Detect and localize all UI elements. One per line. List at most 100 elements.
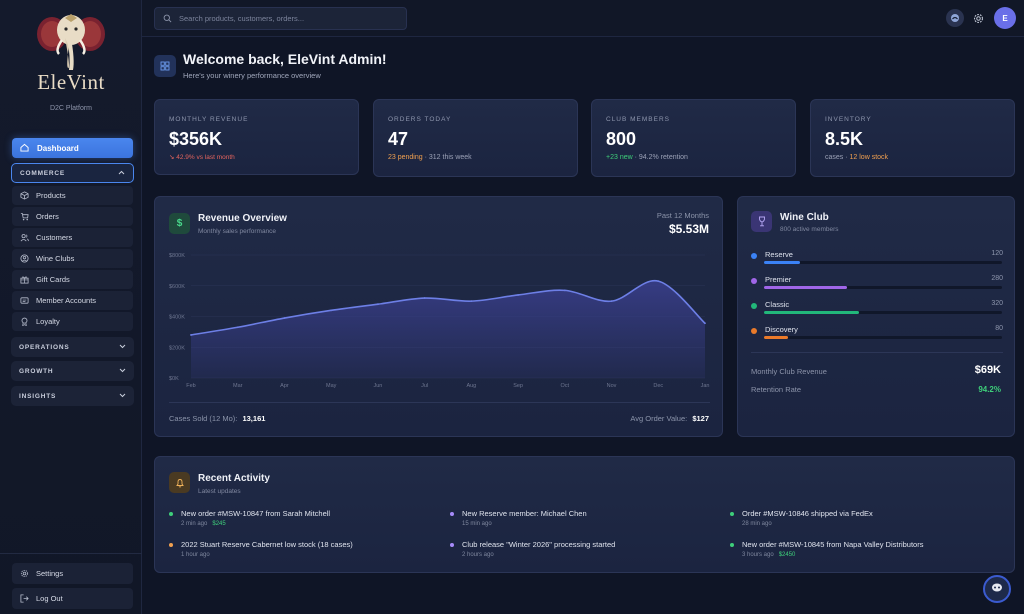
chevron-down-icon [119,368,126,375]
club-revenue-label: Monthly Club Revenue [751,367,827,376]
tier-progress-fill [764,286,848,289]
y-tick-label: $200K [169,345,185,351]
user-avatar[interactable]: E [994,7,1016,29]
stat-card-inventory: INVENTORY 8.5K cases · 12 low stock [810,99,1015,177]
sidebar-item-wine-clubs[interactable]: Wine Clubs [12,249,133,268]
revenue-overview-card: $ Revenue Overview Monthly sales perform… [154,196,723,437]
section-insights[interactable]: INSIGHTS [11,386,134,406]
tier-count: 320 [991,300,1003,307]
x-tick-label: Dec [653,383,663,389]
activity-meta: 2 min ago $245 [181,521,226,527]
activity-text: 2022 Stuart Reserve Cabernet low stock (… [181,540,353,549]
data-point[interactable] [283,317,286,319]
activity-dot [169,512,173,516]
sidebar-item-settings[interactable]: Settings [12,563,133,584]
retention-value: 94.2% [978,385,1001,394]
y-tick-label: $800K [169,253,185,259]
revenue-subtitle: Monthly sales performance [198,228,277,235]
brand-subtitle: D2C Platform [49,105,92,112]
sidebar-item-member-accounts[interactable]: Member Accounts [12,291,133,310]
section-operations[interactable]: OPERATIONS [11,337,134,357]
chevron-down-icon [119,344,126,351]
activity-meta: 15 min ago [462,521,497,527]
stat-card-orders: ORDERS TODAY 47 23 pending · 312 this we… [373,99,578,177]
tier-name: Classic [765,300,790,309]
x-tick-label: Aug [466,383,476,389]
sidebar-item-customers[interactable]: Customers [12,228,133,247]
tier-name: Discovery [765,325,798,334]
x-tick-label: Sep [513,383,523,389]
nav-dashboard-label: Dashboard [37,143,79,153]
data-point[interactable] [236,326,239,329]
chevron-down-icon [119,393,126,400]
bell-icon [169,472,190,493]
stat-sub: ↘ 42.9% vs last month [169,153,235,161]
revenue-total: $5.53M [668,222,709,236]
x-tick-label: Feb [186,383,195,389]
search-input[interactable] [179,14,399,23]
section-commerce[interactable]: COMMERCE [11,163,134,183]
sidebar-item-orders[interactable]: Orders [12,207,133,226]
tier-row: Classic 320 [751,300,1003,322]
tier-progress-track [764,286,1002,289]
data-point[interactable] [190,334,192,336]
stat-sub: +23 new · 94.2% retention [606,154,688,161]
activity-text: New Reserve member: Michael Chen [462,509,587,518]
data-point[interactable] [330,309,333,312]
nav-dashboard[interactable]: Dashboard [12,138,133,158]
data-point[interactable] [470,300,473,303]
club-revenue-value: $69K [974,364,1001,376]
logout-icon [19,594,29,604]
box-icon [19,191,29,201]
chat-assistant-button[interactable] [983,575,1011,603]
id-card-icon [19,296,29,306]
data-point[interactable] [377,303,379,306]
data-point[interactable] [657,280,660,283]
notification-icon[interactable] [946,9,964,27]
aov-value: $127 [692,414,709,423]
data-point[interactable] [423,297,426,299]
activity-time: 2 hours ago [462,552,494,558]
tier-row: Discovery 80 [751,325,1003,347]
data-point[interactable] [610,300,613,303]
dashboard-grid-icon [154,55,176,77]
period-label: Past 12 Months [656,211,709,220]
x-tick-label: Jun [373,383,382,389]
y-tick-label: $0K [169,376,179,382]
stat-value: $356K [169,129,223,149]
section-growth[interactable]: GROWTH [11,361,134,381]
x-tick-label: Oct [561,383,570,389]
club-divider [751,352,1003,353]
y-tick-label: $400K [169,315,185,321]
activity-meta: 28 min ago [742,521,777,527]
cart-icon [19,212,29,222]
weekly-count: · 312 this week [422,154,472,161]
data-point[interactable] [563,289,566,292]
search-icon [163,10,172,28]
sidebar-item-logout[interactable]: Log Out [12,588,133,609]
retention-label: Retention Rate [751,385,802,394]
tier-progress-track [764,311,1002,314]
tier-row: Reserve 120 [751,250,1003,272]
gear-icon [19,569,29,579]
activity-text: Order #MSW-10846 shipped via FedEx [742,509,873,518]
gear-icon[interactable] [969,9,987,27]
tier-row: Premier 280 [751,275,1003,297]
stat-value: 47 [388,129,409,149]
sidebar-item-label: Log Out [36,594,63,603]
data-point[interactable] [517,294,519,296]
activity-subtitle: Latest updates [198,488,241,495]
stat-label: ORDERS TODAY [388,116,452,123]
activity-amount: $2450 [778,552,796,558]
data-point[interactable] [704,322,706,325]
activity-title: Recent Activity [198,473,270,484]
activity-meta: 3 hours ago $2450 [742,552,795,558]
cases-sold: Cases Sold (12 Mo): 13,161 [169,414,265,423]
sidebar-item-gift-cards[interactable]: Gift Cards [12,270,133,289]
sidebar-item-label: Loyalty [36,317,60,326]
sidebar-item-products[interactable]: Products [12,186,133,205]
tier-dot [751,303,757,309]
sidebar-item-loyalty[interactable]: Loyalty [12,312,133,331]
pending-count: 23 pending [388,154,423,161]
tier-progress-track [764,336,1002,339]
